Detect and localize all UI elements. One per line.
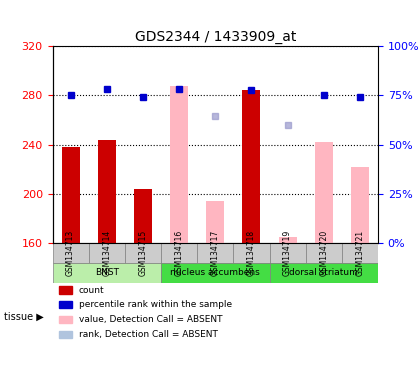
Bar [59,331,72,338]
Text: value, Detection Call = ABSENT: value, Detection Call = ABSENT [79,315,222,324]
Bar [306,243,342,263]
Bar [52,243,89,263]
Text: GSM134719: GSM134719 [283,230,292,276]
Bar [342,243,378,263]
Bar [170,86,188,243]
Text: percentile rank within the sample: percentile rank within the sample [79,300,232,309]
Title: GDS2344 / 1433909_at: GDS2344 / 1433909_at [134,30,296,44]
Bar [242,90,260,243]
Text: tissue ▶: tissue ▶ [4,312,44,322]
Bar [59,316,72,323]
Bar [59,301,72,308]
Bar [161,243,197,263]
Text: GSM134720: GSM134720 [319,230,328,276]
Bar [89,243,125,263]
Text: dorsal striatum: dorsal striatum [289,268,358,277]
Text: BNST: BNST [95,268,119,277]
Text: rank, Detection Call = ABSENT: rank, Detection Call = ABSENT [79,330,218,339]
Bar [270,243,306,263]
Bar [62,147,80,243]
Bar [206,201,224,243]
Bar [52,263,161,283]
Text: nucleus accumbens: nucleus accumbens [171,268,260,277]
Text: count: count [79,286,104,295]
Bar [234,243,270,263]
Bar [125,243,161,263]
Text: GSM134716: GSM134716 [175,230,184,276]
Text: GSM134721: GSM134721 [355,230,365,276]
Bar [270,263,378,283]
Bar [161,263,270,283]
Bar [197,243,234,263]
Text: GSM134718: GSM134718 [247,230,256,276]
Text: GSM134717: GSM134717 [211,230,220,276]
Bar [278,237,297,243]
Bar [59,286,72,293]
Bar [351,167,369,243]
Bar [315,142,333,243]
Text: GSM134715: GSM134715 [139,230,147,276]
Text: GSM134713: GSM134713 [66,230,75,276]
Text: GSM134714: GSM134714 [102,230,111,276]
Bar [98,140,116,243]
Bar [134,189,152,243]
